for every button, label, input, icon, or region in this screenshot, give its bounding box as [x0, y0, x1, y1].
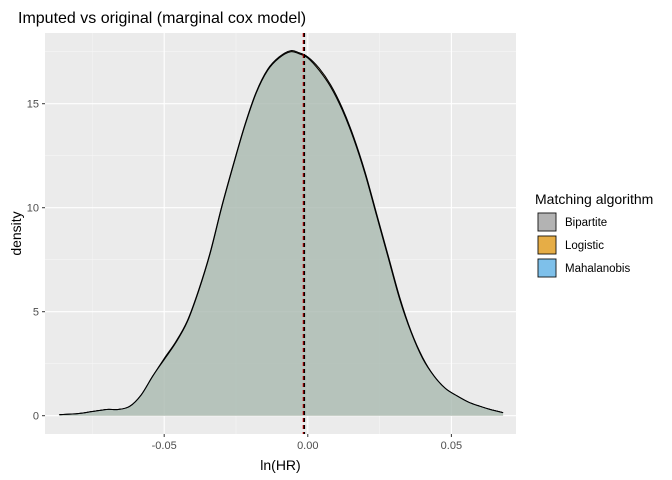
density-series [59, 50, 504, 416]
x-axis-title: ln(HR) [260, 457, 300, 473]
density-area-mahalanobis [59, 51, 504, 416]
legend-label-logistic: Logistic [565, 240, 604, 252]
y-tick-label: 15 [27, 99, 39, 111]
plot-panel [45, 33, 516, 434]
chart-title: Imputed vs original (marginal cox model) [18, 10, 306, 27]
major-gridlines [45, 33, 516, 434]
density-outline-mahalanobis [59, 51, 504, 416]
density-area-bipartite [59, 51, 504, 416]
x-axis: -0.05 0.00 0.05 [152, 434, 462, 452]
y-axis-title: density [8, 211, 24, 255]
legend-key-mahalanobis [537, 258, 557, 278]
y-tick-label: 5 [33, 307, 39, 319]
density-area-logistic [59, 50, 504, 416]
legend-items: Bipartite Logistic Mahalanobis [537, 212, 630, 278]
y-axis: 0 5 10 15 [27, 99, 45, 423]
y-tick-label: 10 [27, 203, 39, 215]
legend: Matching algorithm Bipartite Logistic Maha… [535, 191, 653, 278]
x-tick-label: 0.05 [441, 440, 462, 452]
x-tick-label: 0.00 [297, 440, 318, 452]
legend-key-bipartite [537, 212, 557, 232]
minor-gridlines [45, 33, 516, 434]
legend-title: Matching algorithm [535, 191, 653, 207]
legend-label-bipartite: Bipartite [565, 217, 607, 229]
legend-label-mahalanobis: Mahalanobis [565, 263, 630, 275]
reference-lines [302, 33, 306, 434]
legend-key-logistic [537, 235, 557, 255]
y-tick-label: 0 [33, 411, 39, 423]
x-tick-label: -0.05 [152, 440, 177, 452]
